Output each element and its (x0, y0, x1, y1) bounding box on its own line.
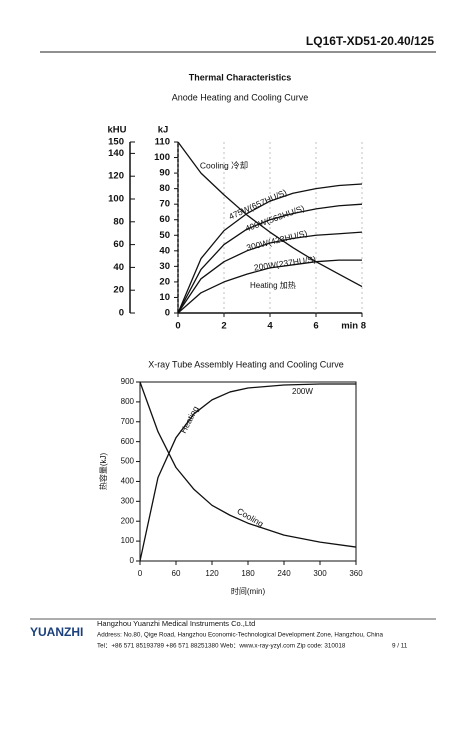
y-tick-label: 20 (159, 276, 170, 287)
x-tick-label: 60 (172, 569, 181, 578)
x-tick-label: 180 (241, 569, 255, 578)
y-tick-label: 300 (121, 496, 135, 505)
annotation: 200W (292, 387, 313, 396)
x-tick-label: 0 (138, 569, 143, 578)
y2-tick-label: 80 (113, 216, 124, 227)
y-tick-label: 200 (121, 516, 135, 525)
series-label: 200W(237HU/S) (253, 254, 316, 273)
y2-tick-label: 100 (108, 194, 124, 205)
x-tick-label: 6 (313, 321, 318, 332)
section-title: Thermal Characteristics (189, 72, 292, 82)
series-line (177, 183, 363, 314)
y2-tick-label: 150 (108, 137, 124, 148)
chart-title: X-ray Tube Assembly Heating and Cooling … (148, 359, 344, 369)
y-tick-label: 30 (159, 261, 170, 272)
x-tick-label: min 8 (341, 321, 366, 332)
y-tick-label: 500 (121, 457, 135, 466)
y-tick-label: 60 (159, 214, 170, 225)
series-line (177, 231, 363, 314)
contact: Tel：+86 571 85193789 +86 571 88251380 We… (97, 643, 346, 650)
series-label: Cooling (235, 506, 265, 529)
series-label: Heating (178, 404, 201, 435)
x-tick-label: 4 (267, 321, 273, 332)
y2-tick-label: 40 (113, 262, 124, 273)
series-line (177, 259, 362, 314)
x-tick-label: 120 (205, 569, 219, 578)
y-tick-label: 0 (130, 556, 135, 565)
y2-tick-label: 0 (119, 308, 124, 319)
plot-frame (139, 381, 357, 562)
y-tick-label: 80 (159, 183, 170, 194)
y2-tick-label: 140 (108, 148, 124, 159)
y-tick-label: 90 (159, 168, 170, 179)
series-label: 300W(423HU/S) (245, 228, 308, 253)
y2-axis-title: kHU (107, 125, 126, 136)
y-tick-label: 40 (159, 245, 170, 256)
address: Address: No.80, Qige Road, Hangzhou Econ… (97, 632, 383, 639)
series-line (139, 381, 357, 548)
y-tick-label: 400 (121, 477, 135, 486)
x-tick-label: 0 (175, 321, 180, 332)
page-number: 9 / 11 (392, 643, 408, 650)
series-line (177, 141, 363, 288)
y-axis-title: 热容量(kJ) (98, 453, 108, 491)
y-axis-title: kJ (158, 125, 169, 136)
logo: YUANZHI (30, 625, 83, 639)
annotation: Heating 加热 (250, 280, 296, 290)
chart-title: Anode Heating and Cooling Curve (172, 92, 309, 102)
y2-tick-label: 120 (108, 171, 124, 182)
y-tick-label: 10 (159, 292, 170, 303)
series-line (139, 383, 356, 562)
y-tick-label: 600 (121, 437, 135, 446)
company: Hangzhou Yuanzhi Medical Instruments Co.… (97, 619, 255, 628)
y-tick-label: 50 (159, 230, 170, 241)
x-tick-label: 300 (313, 569, 327, 578)
x-tick-label: 360 (349, 569, 363, 578)
y-tick-label: 100 (154, 152, 170, 163)
series-line (177, 203, 363, 314)
y-tick-label: 70 (159, 199, 170, 210)
y2-tick-label: 60 (113, 239, 124, 250)
y2-tick-label: 20 (113, 285, 124, 296)
x-axis-title: 时间(min) (231, 586, 266, 596)
y-tick-label: 900 (121, 377, 135, 386)
y-tick-label: 800 (121, 397, 135, 406)
series-label: Cooling 冷却 (200, 160, 248, 170)
header-title: LQ16T-XD51-20.40/125 (306, 34, 434, 48)
y-tick-label: 0 (165, 308, 170, 319)
y-tick-label: 100 (121, 536, 135, 545)
x-tick-label: 240 (277, 569, 291, 578)
y-tick-label: 110 (155, 137, 170, 148)
y-tick-label: 700 (121, 417, 135, 426)
x-tick-label: 2 (221, 321, 226, 332)
